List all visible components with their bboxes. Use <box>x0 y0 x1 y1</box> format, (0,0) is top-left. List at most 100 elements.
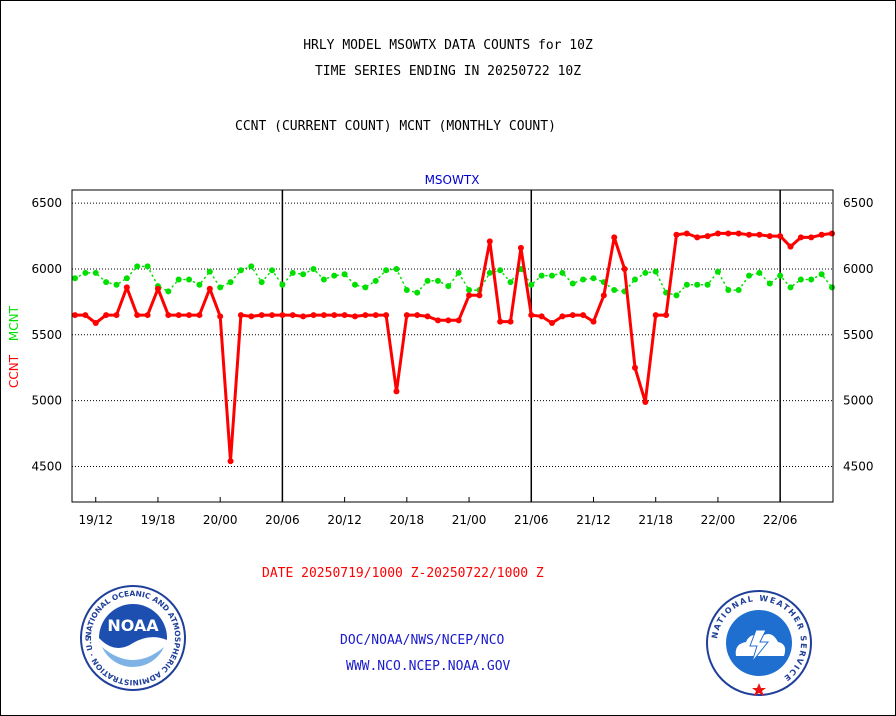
x-tick-label: 21/12 <box>576 513 611 527</box>
data-point-ccnt <box>362 312 369 319</box>
chart-title-line1: HRLY MODEL MSOWTX DATA COUNTS for 10Z <box>303 38 593 53</box>
data-point-mcnt <box>300 271 307 278</box>
data-point-mcnt <box>258 279 265 286</box>
data-point-ccnt <box>580 312 587 319</box>
data-point-ccnt <box>383 312 390 319</box>
data-point-ccnt <box>434 317 441 324</box>
data-point-ccnt <box>766 233 773 240</box>
data-point-mcnt <box>196 281 203 288</box>
y-tick-label-left: 6000 <box>31 262 62 276</box>
data-point-mcnt <box>424 277 431 284</box>
y-axis-label-ccnt: CCNT <box>7 354 21 388</box>
data-point-mcnt <box>673 292 680 299</box>
data-point-ccnt <box>196 312 203 319</box>
data-point-mcnt <box>528 281 535 288</box>
data-point-mcnt <box>445 283 452 290</box>
y-tick-label-left: 5000 <box>31 394 62 408</box>
data-point-ccnt <box>466 292 473 299</box>
data-point-mcnt <box>549 272 556 279</box>
data-point-mcnt <box>704 281 711 288</box>
data-point-mcnt <box>237 267 244 274</box>
data-point-mcnt <box>507 279 514 286</box>
data-point-mcnt <box>123 275 130 282</box>
data-point-mcnt <box>735 287 742 294</box>
data-point-mcnt <box>569 280 576 287</box>
data-point-mcnt <box>766 280 773 287</box>
data-point-ccnt <box>310 312 317 319</box>
data-point-mcnt <box>580 276 587 283</box>
data-point-ccnt <box>808 234 815 241</box>
data-point-mcnt <box>393 265 400 272</box>
data-point-ccnt <box>144 312 151 319</box>
data-point-ccnt <box>72 312 78 319</box>
data-point-ccnt <box>476 292 483 299</box>
data-point-ccnt <box>227 458 234 465</box>
data-point-ccnt <box>372 312 379 319</box>
plot-frame <box>71 189 834 503</box>
data-point-mcnt <box>175 276 182 283</box>
x-tick-label: 19/12 <box>78 513 113 527</box>
data-point-mcnt <box>829 284 835 291</box>
data-point-ccnt <box>673 231 680 238</box>
data-point-mcnt <box>310 265 317 272</box>
data-point-mcnt <box>455 269 462 276</box>
data-point-ccnt <box>217 313 224 320</box>
noaa-logo: NATIONAL OCEANIC AND ATMOSPHERIC ADMINIS… <box>80 585 186 691</box>
data-point-mcnt <box>434 277 441 284</box>
data-point-mcnt <box>746 272 753 279</box>
data-point-ccnt <box>237 312 244 319</box>
data-point-ccnt <box>600 292 607 299</box>
data-point-ccnt <box>528 312 535 319</box>
data-point-ccnt <box>82 312 89 319</box>
footer-link-doc[interactable]: DOC/NOAA/NWS/NCEP/NCO <box>340 633 505 648</box>
data-point-ccnt <box>103 312 110 319</box>
y-tick-label-left: 5500 <box>31 328 62 342</box>
data-point-mcnt <box>631 276 638 283</box>
data-point-mcnt <box>269 267 276 274</box>
data-point-ccnt <box>92 319 99 326</box>
data-point-mcnt <box>559 269 566 276</box>
data-point-mcnt <box>341 271 348 278</box>
data-point-mcnt <box>279 281 286 288</box>
data-point-ccnt <box>331 312 338 319</box>
data-point-mcnt <box>756 269 763 276</box>
data-point-mcnt <box>486 269 493 276</box>
data-point-ccnt <box>590 318 597 325</box>
data-point-ccnt <box>403 312 410 319</box>
y-tick-label-left: 6500 <box>31 196 62 210</box>
nws-logo-lightning-icon <box>749 629 770 663</box>
data-point-ccnt <box>320 312 327 319</box>
data-point-mcnt <box>331 272 338 279</box>
nws-logo: NATIONAL WEATHER SERVICE <box>706 590 812 696</box>
data-point-ccnt <box>165 312 172 319</box>
data-point-mcnt <box>217 284 224 291</box>
data-point-mcnt <box>403 287 410 294</box>
y-tick-label-right: 5000 <box>843 394 874 408</box>
data-point-mcnt <box>248 263 255 270</box>
nws-logo-star-icon <box>752 683 766 696</box>
x-tick-label: 21/06 <box>514 513 549 527</box>
data-point-mcnt <box>652 268 659 275</box>
data-point-ccnt <box>351 313 358 320</box>
series-line-ccnt <box>75 231 833 463</box>
x-tick-label: 21/00 <box>452 513 487 527</box>
data-point-ccnt <box>289 312 296 319</box>
x-tick-label: 22/00 <box>701 513 736 527</box>
data-point-ccnt <box>248 313 255 320</box>
data-point-ccnt <box>642 398 649 405</box>
data-point-ccnt <box>777 233 784 240</box>
data-point-ccnt <box>134 312 141 319</box>
y-tick-label-right: 6500 <box>843 196 874 210</box>
data-point-mcnt <box>538 272 545 279</box>
x-tick-label: 20/00 <box>203 513 238 527</box>
data-point-mcnt <box>289 269 296 276</box>
data-point-ccnt <box>113 312 120 319</box>
noaa-logo-text: NOAA <box>107 616 159 635</box>
data-point-ccnt <box>424 313 431 320</box>
data-point-ccnt <box>797 234 804 241</box>
x-tick-label: 22/06 <box>763 513 798 527</box>
y-tick-label-right: 5500 <box>843 328 874 342</box>
footer-link-website[interactable]: WWW.NCO.NCEP.NOAA.GOV <box>346 659 511 674</box>
data-point-mcnt <box>206 268 213 275</box>
data-point-ccnt <box>829 230 835 237</box>
